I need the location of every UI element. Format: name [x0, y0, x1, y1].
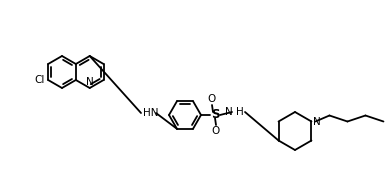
Text: HN: HN: [143, 108, 159, 118]
Text: H: H: [236, 107, 244, 117]
Text: Cl: Cl: [35, 75, 45, 85]
Text: N: N: [313, 117, 321, 127]
Text: O: O: [207, 94, 215, 104]
Text: N: N: [225, 107, 233, 117]
Text: S: S: [211, 108, 219, 121]
Text: N: N: [86, 77, 94, 87]
Text: O: O: [212, 126, 220, 136]
